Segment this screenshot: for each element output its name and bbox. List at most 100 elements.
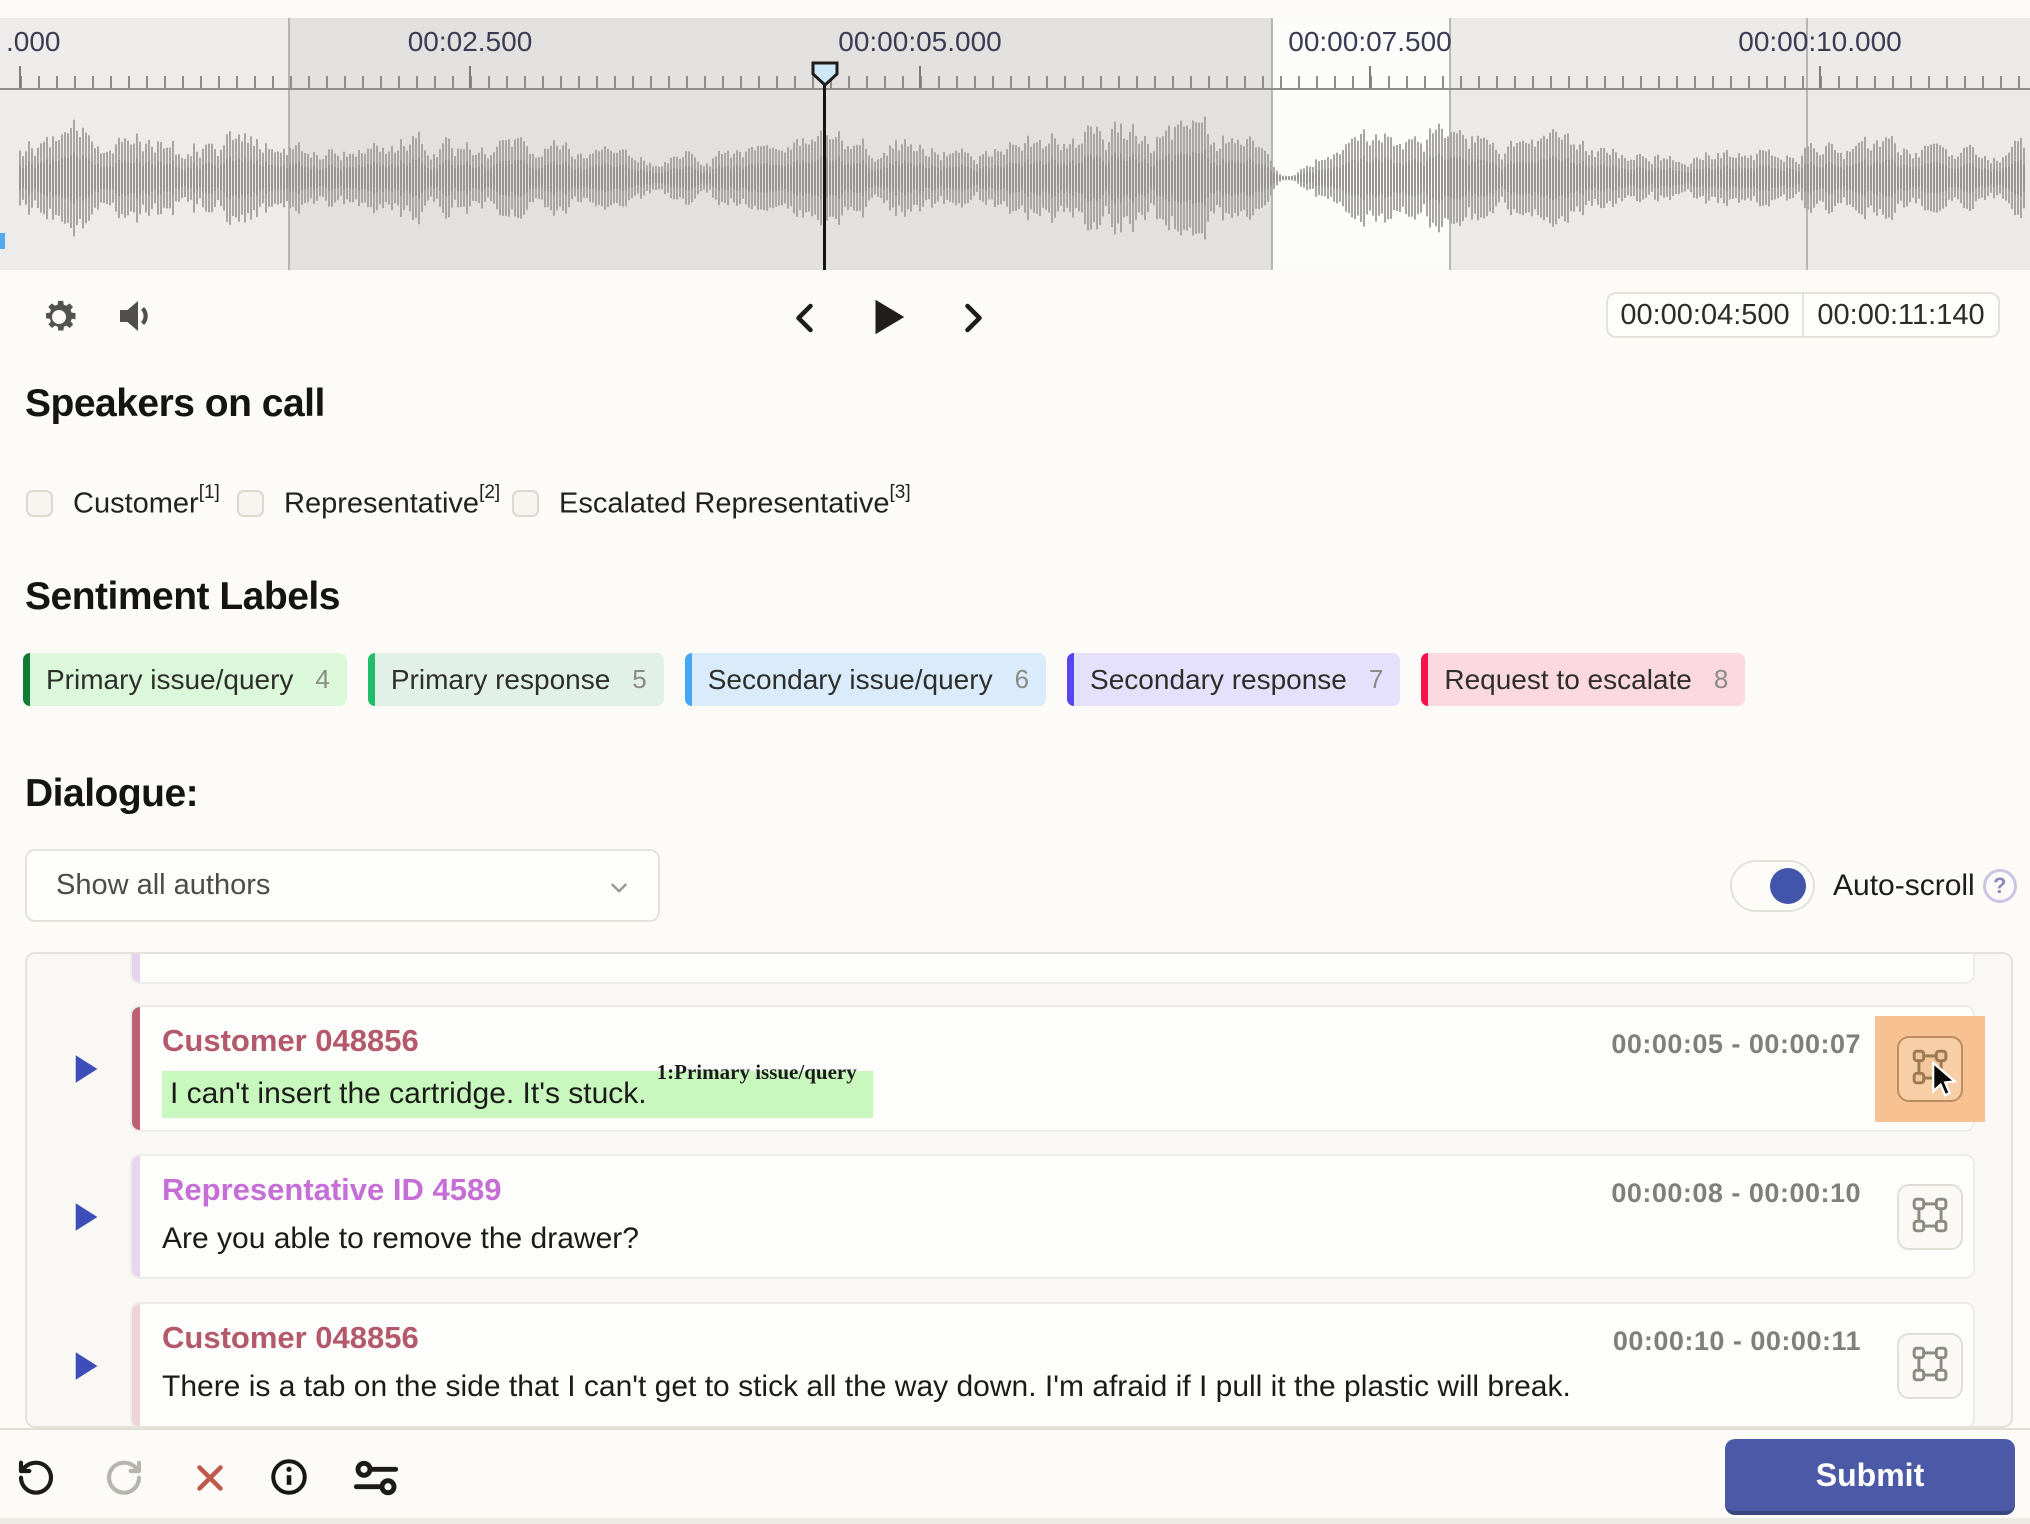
region-boundary[interactable]	[1806, 18, 1808, 270]
region-boundary[interactable]	[288, 18, 290, 270]
major-tick	[1369, 66, 1371, 88]
region-boundary[interactable]	[1271, 18, 1273, 270]
speaker-checkbox-item: Escalated Representative[3]	[512, 482, 911, 521]
playhead-handle-icon[interactable]	[810, 60, 840, 93]
row-play-button[interactable]	[72, 1053, 100, 1085]
dialogue-timestamp: 00:00:08 - 00:00:10	[1611, 1178, 1861, 1208]
waveform-panel[interactable]: .000 00:02.500 00:00:05.000 00:00:07.500 00:…	[0, 18, 2030, 270]
ruler-baseline	[0, 88, 2030, 90]
tag-label: Primary issue/query	[46, 663, 294, 695]
selection-end-time[interactable]: 00:00:11:140	[1803, 292, 2000, 338]
volume-button[interactable]	[114, 296, 156, 336]
play-icon	[72, 1202, 100, 1236]
sentiment-tag[interactable]: Request to escalate 8	[1421, 653, 1746, 706]
sentiment-tag[interactable]: Secondary issue/query 6	[684, 653, 1047, 706]
dialogue-row: Customer 048856 There is a tab on the si…	[27, 1302, 2011, 1426]
toggle-knob	[1770, 868, 1806, 904]
dialogue-list[interactable]: Customer 048856 I can't insert the cartr…	[25, 952, 2013, 1428]
autoscroll-label: Auto-scroll	[1833, 869, 1975, 902]
tag-label: Primary response	[390, 663, 611, 695]
autoscroll-toggle[interactable]	[1730, 860, 1815, 912]
sentiment-tag[interactable]: Secondary response 7	[1067, 653, 1401, 706]
redo-button[interactable]	[104, 1456, 144, 1496]
waveform-region-1[interactable]	[0, 18, 289, 270]
region-select-button[interactable]	[1897, 1332, 1963, 1399]
timeline-label: .000	[6, 26, 61, 57]
submit-button[interactable]: Submit	[1725, 1439, 2015, 1515]
bounding-box-icon	[1911, 1345, 1949, 1386]
sentiment-tag[interactable]: Primary response 5	[367, 653, 664, 706]
timeline-label: 00:00:05.000	[838, 26, 1002, 57]
gear-icon	[38, 300, 80, 341]
settings-options-button[interactable]	[352, 1458, 400, 1498]
tag-hotkey: 8	[1713, 664, 1729, 694]
dialogue-text[interactable]: Are you able to remove the drawer?	[162, 1222, 639, 1255]
footer-toolbar: Submit	[0, 1428, 2030, 1524]
redo-icon	[104, 1460, 144, 1499]
row-play-button[interactable]	[72, 1201, 100, 1233]
next-segment-button[interactable]	[954, 300, 990, 336]
major-tick	[919, 66, 921, 88]
speaker-checkbox[interactable]	[26, 489, 53, 517]
sentiment-tag[interactable]: Primary issue/query 4	[23, 653, 347, 706]
speaker-accent-bar	[132, 1304, 140, 1426]
tag-accent-bar	[684, 653, 692, 706]
row-play-button[interactable]	[72, 1350, 100, 1382]
speaker-label: Customer[1]	[73, 482, 220, 520]
play-button[interactable]	[864, 294, 910, 340]
close-icon	[192, 1465, 228, 1499]
speaker-accent-bar	[132, 1007, 140, 1130]
speakers-heading: Speakers on call	[25, 382, 325, 425]
tag-label: Secondary response	[1090, 663, 1347, 695]
major-tick	[19, 66, 21, 88]
delete-annotation-button[interactable]	[192, 1460, 228, 1496]
region-marker-sliver	[0, 233, 5, 249]
dialogue-heading: Dialogue:	[25, 772, 199, 815]
tag-accent-bar	[1067, 653, 1075, 706]
tag-hotkey: 4	[315, 664, 330, 694]
undo-button[interactable]	[16, 1456, 56, 1496]
region-select-button[interactable]	[1897, 1183, 1963, 1250]
tag-hotkey: 5	[632, 664, 647, 694]
play-icon	[72, 1351, 100, 1385]
bounding-box-icon	[1911, 1196, 1949, 1237]
dialogue-text[interactable]: There is a tab on the side that I can't …	[162, 1370, 1571, 1403]
playhead-cursor[interactable]	[823, 64, 826, 270]
help-icon[interactable]: ?	[1982, 869, 2017, 903]
audio-waveform[interactable]	[0, 88, 2030, 270]
sentiment-tags-row: Primary issue/query 4 Primary response 5…	[23, 653, 1746, 706]
tag-accent-bar	[23, 653, 30, 706]
region-button-wrap	[1895, 1182, 1965, 1252]
mouse-cursor-icon	[1927, 1059, 1961, 1103]
region-button-wrap	[1895, 1331, 1965, 1401]
dialogue-timestamp: 00:00:05 - 00:00:07	[1611, 1029, 1861, 1059]
info-button[interactable]	[268, 1456, 310, 1498]
dialogue-author: Customer 048856	[162, 1023, 419, 1058]
chevron-right-icon	[954, 303, 990, 339]
dialogue-text[interactable]: I can't insert the cartridge. It's stuck…	[162, 1060, 873, 1118]
dialogue-card[interactable]: Customer 048856 I can't insert the cartr…	[130, 1005, 1985, 1132]
selection-start-time[interactable]: 00:00:04:500	[1606, 292, 1803, 338]
author-filter-dropdown[interactable]: Show all authors	[25, 849, 660, 922]
play-icon	[72, 1054, 100, 1088]
dialogue-row: Representative ID 4589 Are you able to r…	[27, 1154, 2011, 1279]
dialogue-timestamp: 00:00:10 - 00:00:11	[1612, 1326, 1861, 1356]
speaker-label: Representative[2]	[284, 482, 501, 520]
info-icon	[268, 1459, 310, 1501]
speaker-checkbox-item: Representative[2]	[237, 482, 501, 521]
chevron-left-icon	[788, 303, 824, 339]
sentiment-annotation: 1:Primary issue/query	[656, 1060, 857, 1084]
tag-label: Request to escalate	[1444, 663, 1692, 695]
timeline-label: 00:00:07.500	[1288, 26, 1452, 57]
prev-segment-button[interactable]	[788, 300, 824, 336]
speaker-checkbox[interactable]	[512, 489, 539, 517]
sliders-icon	[352, 1460, 400, 1501]
waveform-settings-button[interactable]	[38, 296, 80, 338]
dialogue-card[interactable]: Customer 048856 There is a tab on the si…	[130, 1302, 1975, 1426]
major-tick	[469, 66, 471, 88]
speaker-checkbox[interactable]	[237, 489, 264, 517]
speaker-label: Escalated Representative[3]	[559, 482, 911, 520]
autoscroll-control: Auto-scroll ?	[1730, 860, 2017, 912]
dialogue-card[interactable]: Representative ID 4589 Are you able to r…	[130, 1154, 1975, 1279]
